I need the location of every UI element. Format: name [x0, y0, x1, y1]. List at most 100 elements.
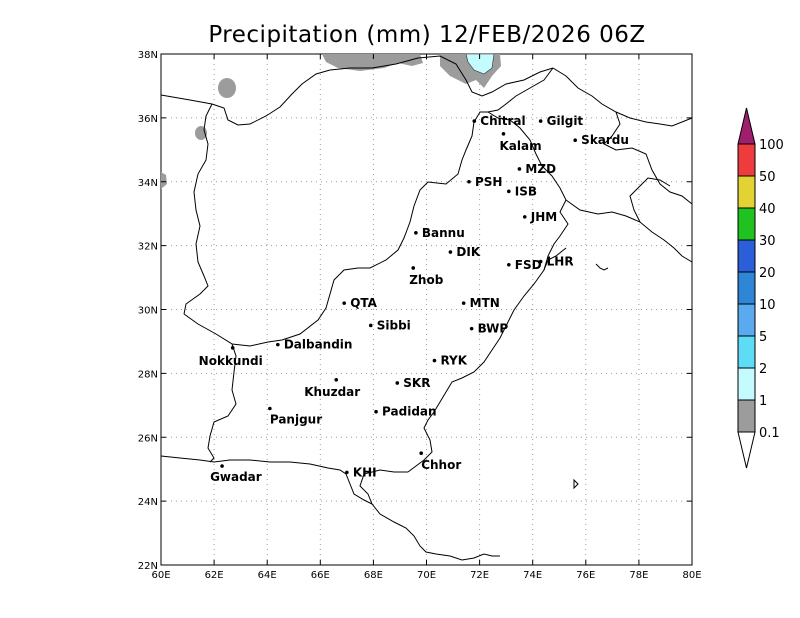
city-marker-khi: [345, 470, 349, 475]
city-marker-chitral: [472, 119, 477, 123]
y-tick-label: 26N: [138, 433, 158, 444]
city-marker-sibbi: [368, 323, 373, 328]
city-label-chitral: Chitral: [480, 114, 525, 128]
x-tick-label: 70E: [417, 570, 436, 581]
city-label-gwadar: Gwadar: [210, 470, 262, 484]
colorbar-label: 100: [759, 138, 784, 153]
x-tick-label: 68E: [364, 570, 383, 581]
city-label-bwp: BWP: [478, 322, 509, 336]
city-label-ryk: RYK: [440, 354, 467, 368]
colorbar-label: 2: [759, 362, 767, 377]
city-label-isb: ISB: [515, 184, 537, 198]
city-label-mtn: MTN: [470, 296, 500, 310]
city-label-zhob: Zhob: [409, 273, 443, 287]
city-label-mzd: MZD: [525, 162, 556, 176]
colorbar-cell: [737, 239, 756, 273]
x-tick-label: 64E: [258, 570, 277, 581]
city-label-bannu: Bannu: [422, 226, 465, 240]
x-tick-label: 80E: [682, 570, 701, 581]
city-marker-mzd: [517, 167, 522, 171]
city-label-qta: QTA: [350, 296, 377, 310]
city-marker-dik: [448, 250, 453, 254]
city-marker-panjgur: [268, 406, 272, 411]
city-label-jhm: JHM: [530, 210, 557, 224]
city-label-lhr: LHR: [547, 255, 574, 269]
colorbar-label: 0.1: [759, 426, 780, 441]
colorbar-label: 40: [759, 202, 776, 217]
city-markers: Chitral Gilgit Kalam Skardu MZD PSH ISB JHM Bann…: [199, 114, 629, 484]
x-tick-label: 74E: [523, 570, 542, 581]
y-tick-label: 32N: [138, 242, 158, 253]
city-label-nokkundi: Nokkundi: [199, 354, 263, 368]
colorbar-cell: [737, 399, 756, 433]
city-marker-skr: [395, 381, 400, 385]
y-tick-label: 30N: [138, 306, 158, 317]
y-tick-label: 38N: [138, 50, 158, 61]
city-marker-kalam: [501, 132, 506, 136]
city-marker-gwadar: [220, 464, 224, 468]
city-marker-skardu: [573, 138, 577, 143]
longitude-ticks: 60E 62E 64E 66E 68E 70E 72E 74E 76E 78E 80E: [151, 54, 702, 581]
city-marker-ryk: [432, 358, 437, 363]
city-marker-khuzdar: [334, 377, 339, 382]
y-tick-label: 28N: [138, 369, 158, 380]
colorbar-label: 1: [759, 394, 767, 409]
city-marker-jhm: [522, 215, 527, 219]
colorbar-label: 20: [759, 266, 776, 281]
colorbar-top-arrow: [737, 107, 756, 145]
colorbar-cell: [737, 271, 756, 305]
city-marker-padidan: [374, 409, 378, 414]
y-tick-label: 34N: [138, 178, 158, 189]
city-label-khuzdar: Khuzdar: [304, 385, 360, 399]
city-marker-qta: [342, 301, 346, 305]
x-tick-label: 60E: [151, 570, 170, 581]
colorbar-label: 5: [759, 330, 767, 345]
city-marker-mtn: [461, 301, 466, 305]
city-marker-nokkundi: [230, 346, 235, 350]
colorbar-label: 30: [759, 234, 776, 249]
city-label-dalbandin: Dalbandin: [284, 338, 353, 352]
x-tick-label: 76E: [576, 570, 595, 581]
city-label-gilgit: Gilgit: [547, 114, 584, 128]
map-title: Precipitation (mm) 12/FEB/2026 06Z: [208, 22, 645, 48]
city-label-skardu: Skardu: [581, 133, 629, 147]
city-marker-isb: [507, 189, 511, 194]
x-tick-label: 62E: [205, 570, 224, 581]
city-label-psh: PSH: [475, 175, 502, 189]
city-label-sibbi: Sibbi: [377, 318, 411, 332]
city-label-khi: KHI: [353, 465, 377, 479]
colorbar-cell: [737, 143, 756, 177]
colorbar-bottom-arrow: [737, 431, 756, 469]
colorbar-cell: [737, 175, 756, 209]
colorbar-label: 10: [759, 298, 776, 313]
colorbar-cell: [737, 367, 756, 401]
precipitation-patches: [161, 53, 501, 189]
x-tick-label: 78E: [629, 570, 648, 581]
latitude-ticks: 22N 24N 26N 28N 30N 32N 34N 36N 38N: [138, 50, 692, 572]
city-label-chhor: Chhor: [421, 458, 461, 472]
city-label-fsd: FSD: [515, 258, 542, 272]
city-marker-dalbandin: [276, 342, 280, 347]
city-label-dik: DIK: [456, 245, 480, 259]
city-marker-gilgit: [538, 119, 543, 123]
colorbar-label: 50: [759, 170, 776, 185]
colorbar-legend: 100 50 40 30 20 10 5 2 1 0.1: [737, 107, 784, 469]
y-tick-label: 24N: [138, 497, 158, 508]
city-marker-bwp: [469, 326, 474, 331]
city-marker-bannu: [414, 231, 418, 235]
city-marker-fsd: [507, 262, 511, 267]
colorbar-cell: [737, 335, 756, 369]
y-tick-label: 36N: [138, 114, 158, 125]
city-label-padidan: Padidan: [382, 405, 437, 419]
colorbar-cell: [737, 303, 756, 337]
map-boundaries: [160, 55, 693, 561]
city-label-skr: SKR: [403, 376, 430, 390]
city-marker-lhr: [538, 259, 543, 264]
city-label-panjgur: Panjgur: [270, 413, 322, 427]
y-tick-label: 22N: [138, 561, 158, 572]
x-tick-label: 66E: [311, 570, 330, 581]
city-label-kalam: Kalam: [499, 139, 541, 153]
city-marker-psh: [467, 179, 471, 184]
lat-lon-gridlines: [161, 54, 692, 565]
